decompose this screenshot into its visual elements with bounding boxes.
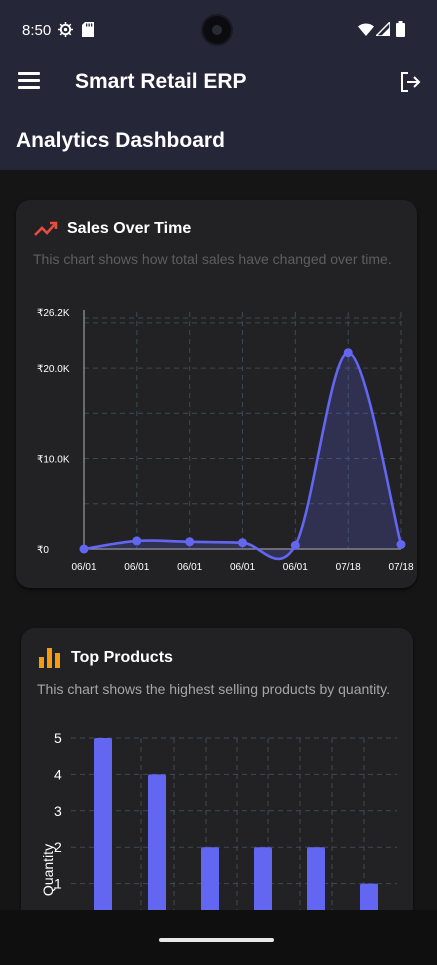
page-title: Analytics Dashboard <box>16 129 225 152</box>
y-tick-label: 5 <box>54 730 62 746</box>
sales-data-point <box>238 538 247 548</box>
status-bar: 8:50 <box>0 0 437 60</box>
trending-up-icon <box>34 220 58 243</box>
y-tick-label: 3 <box>54 803 62 819</box>
sales-card-description: This chart shows how total sales have ch… <box>33 251 392 267</box>
sd-card-icon <box>82 22 94 40</box>
bar-chart-icon <box>39 648 61 673</box>
wifi-icon <box>358 22 374 39</box>
sales-data-point <box>185 537 195 547</box>
x-tick-label: 06/01 <box>283 562 308 573</box>
sales-data-point <box>290 540 300 550</box>
battery-icon <box>396 21 405 40</box>
signal-icon <box>374 20 391 39</box>
home-gesture-handle[interactable] <box>159 938 274 942</box>
sales-over-time-card: Sales Over Time This chart shows how tot… <box>16 200 417 588</box>
x-tick-label: 06/01 <box>124 562 149 573</box>
x-tick-label: 06/01 <box>71 562 96 573</box>
y-tick-label: 2 <box>54 839 62 855</box>
x-tick-label: 07/18 <box>336 562 361 573</box>
y-tick-label: ₹20.0K <box>37 364 70 375</box>
product-bar <box>94 738 112 910</box>
sales-data-point <box>132 536 142 546</box>
product-bar <box>201 847 219 910</box>
sales-data-point <box>396 540 406 549</box>
y-tick-label: ₹26.2K <box>37 308 70 319</box>
app-bar <box>0 60 437 170</box>
app-title: Smart Retail ERP <box>75 70 247 93</box>
product-bar <box>360 883 378 910</box>
product-bar <box>148 774 166 910</box>
x-tick-label: 06/01 <box>230 562 255 573</box>
y-tick-label: 1 <box>54 876 62 892</box>
status-time: 8:50 <box>22 22 52 39</box>
product-bar <box>307 847 325 910</box>
x-tick-label: 06/01 <box>177 562 202 573</box>
y-axis-label: Quantity <box>40 844 56 896</box>
sales-data-point <box>79 544 89 554</box>
products-card-description: This chart shows the highest selling pro… <box>37 681 391 697</box>
front-camera <box>203 16 231 44</box>
y-tick-label: ₹0 <box>37 545 49 556</box>
product-bar <box>254 847 272 910</box>
sales-data-point <box>343 348 353 358</box>
sales-line <box>83 351 403 561</box>
sales-area-fill <box>84 352 401 559</box>
settings-gear-icon <box>58 22 73 40</box>
system-nav-bar <box>0 910 437 965</box>
logout-icon[interactable] <box>398 70 422 94</box>
hamburger-menu-icon[interactable] <box>18 72 40 90</box>
y-tick-label: 4 <box>54 766 62 782</box>
y-tick-label: ₹10.0K <box>37 455 70 466</box>
x-tick-label: 07/18 <box>388 562 413 573</box>
sales-card-title: Sales Over Time <box>67 220 192 237</box>
products-card-title: Top Products <box>71 649 173 666</box>
sales-line-chart: ₹26.2K ₹20.0K ₹10.0K ₹0 06/01 06/01 06/01 06/01… <box>37 308 414 573</box>
